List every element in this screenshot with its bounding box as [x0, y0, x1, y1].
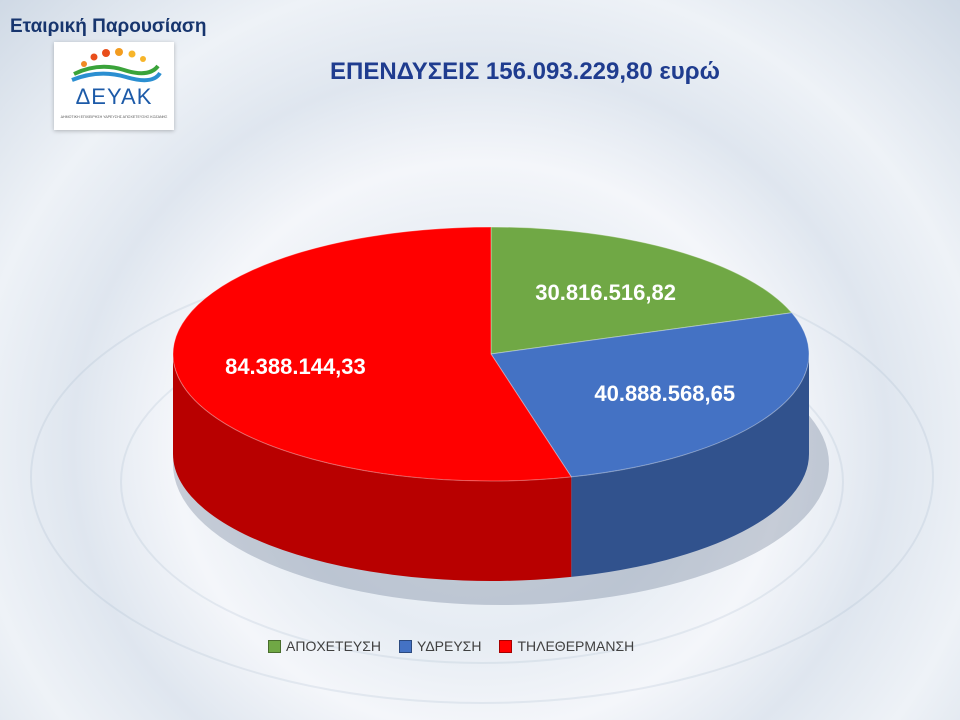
- data-label-1: 40.888.568,65: [594, 381, 735, 406]
- pie-side-1: [571, 354, 809, 577]
- logo-text: ΔΕΥΑΚ: [76, 84, 153, 109]
- legend-swatch-green: [268, 639, 281, 653]
- pie-slice-0: [490, 226, 793, 355]
- data-label-2: 84.388.144,33: [225, 354, 366, 379]
- pie-side-2: [173, 354, 572, 581]
- legend-item-tlethermansi: ΤΗΛΕΘΕΡΜΑΝΣΗ: [499, 638, 634, 654]
- pie-slice-2: [172, 226, 573, 482]
- logo-wave-green: [73, 64, 160, 76]
- legend-item-ydreusi: ΥΔΡΕΥΣΗ: [399, 638, 481, 654]
- data-label-0: 30.816.516,82: [535, 280, 676, 305]
- legend-item-apoxeteusi: ΑΠΟΧΕΤΕΥΣΗ: [268, 638, 381, 654]
- chart-legend: ΑΠΟΧΕΤΕΥΣΗ ΥΔΡΕΥΣΗ ΤΗΛΕΘΕΡΜΑΝΣΗ: [268, 638, 634, 654]
- legend-swatch-blue: [399, 639, 413, 653]
- presentation-title: Εταιρική Παρουσίαση: [10, 16, 207, 37]
- legend-label: ΤΗΛΕΘΕΡΜΑΝΣΗ: [517, 638, 635, 654]
- pie-slice-1: [490, 312, 810, 478]
- logo-dots: [81, 48, 146, 67]
- legend-swatch-red: [499, 639, 513, 653]
- legend-label: ΥΔΡΕΥΣΗ: [417, 638, 482, 654]
- logo-subtitle: ΔΗΜΟΤΙΚΗ ΕΠΙΧΕΙΡΗΣΗ ΥΔΡΕΥΣΗΣ ΑΠΟΧΕΤΕΥΣΗΣ…: [61, 115, 169, 119]
- legend-label: ΑΠΟΧΕΤΕΥΣΗ: [286, 638, 382, 654]
- logo-wave-blue: [71, 71, 162, 83]
- chart-title: ΕΠΕΝΔΥΣΕΙΣ 156.093.229,80 ευρώ: [330, 58, 720, 85]
- company-logo: ΔΕΥΑΚ ΔΗΜΟΤΙΚΗ ΕΠΙΧΕΙΡΗΣΗ ΥΔΡΕΥΣΗΣ ΑΠΟΧΕ…: [54, 42, 174, 130]
